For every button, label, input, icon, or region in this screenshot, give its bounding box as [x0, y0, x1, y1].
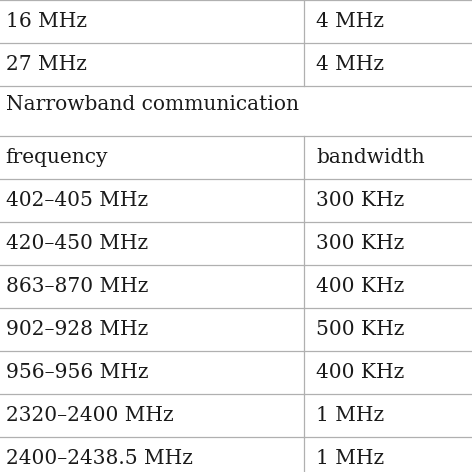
Text: 863–870 MHz: 863–870 MHz	[6, 277, 148, 296]
Text: 300 KHz: 300 KHz	[316, 191, 405, 210]
Text: bandwidth: bandwidth	[316, 148, 425, 167]
Text: 400 KHz: 400 KHz	[316, 363, 405, 382]
Text: 500 KHz: 500 KHz	[316, 320, 405, 339]
Text: 2320–2400 MHz: 2320–2400 MHz	[6, 406, 173, 425]
Text: 16 MHz: 16 MHz	[6, 12, 87, 31]
Text: 400 KHz: 400 KHz	[316, 277, 405, 296]
Text: 956–956 MHz: 956–956 MHz	[6, 363, 148, 382]
Text: 2400–2438.5 MHz: 2400–2438.5 MHz	[6, 449, 193, 468]
Text: Narrowband communication: Narrowband communication	[6, 95, 299, 115]
Text: 1 MHz: 1 MHz	[316, 406, 384, 425]
Text: 4 MHz: 4 MHz	[316, 55, 384, 74]
Text: frequency: frequency	[6, 148, 108, 167]
Text: 902–928 MHz: 902–928 MHz	[6, 320, 148, 339]
Text: 4 MHz: 4 MHz	[316, 12, 384, 31]
Text: 420–450 MHz: 420–450 MHz	[6, 234, 148, 253]
Text: 27 MHz: 27 MHz	[6, 55, 86, 74]
Text: 300 KHz: 300 KHz	[316, 234, 405, 253]
Text: 402–405 MHz: 402–405 MHz	[6, 191, 148, 210]
Text: 1 MHz: 1 MHz	[316, 449, 384, 468]
